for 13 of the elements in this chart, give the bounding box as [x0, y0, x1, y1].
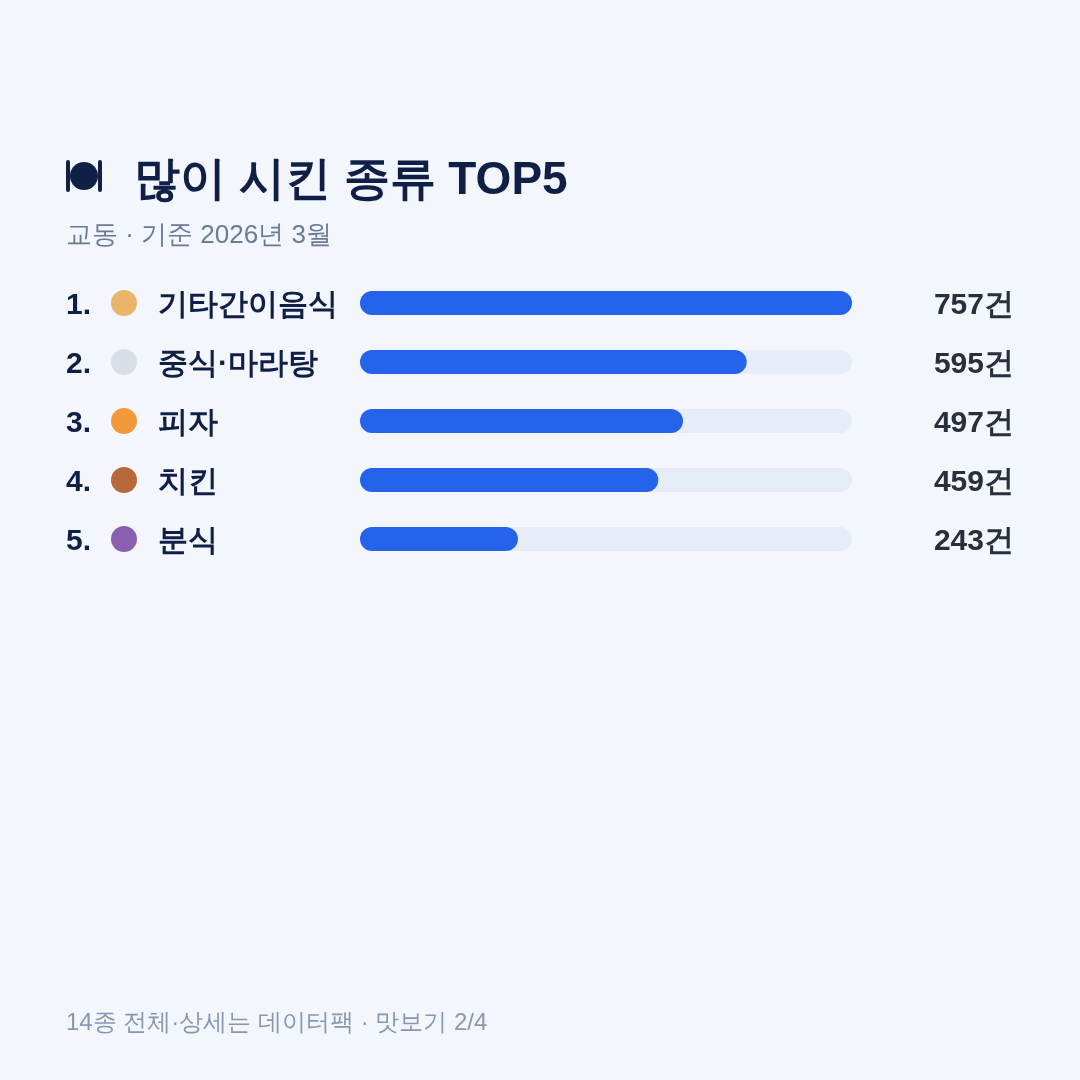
data-label: 497건 — [933, 405, 1014, 438]
category-label: 2. 중식·마라탕 — [66, 346, 318, 379]
category-label: 4. 치킨 — [66, 464, 218, 497]
data-label: 459건 — [933, 464, 1014, 497]
chart-subtitle: 교동 · 기준 2026년 3월 — [66, 219, 332, 249]
data-label: 757건 — [933, 287, 1014, 320]
data-label: 595건 — [933, 346, 1014, 379]
category-label: 5. 분식 — [66, 523, 218, 556]
text: 14종 전체·상세는 데이터팩 · 맛보기 2/4 — [66, 1008, 488, 1035]
data-label: 243건 — [933, 523, 1014, 556]
category-label: 3. 피자 — [66, 405, 218, 438]
category-label: 1. 기타간이음식 — [66, 287, 338, 320]
chart-title: 많이 시킨 종류 TOP5 — [134, 152, 568, 204]
